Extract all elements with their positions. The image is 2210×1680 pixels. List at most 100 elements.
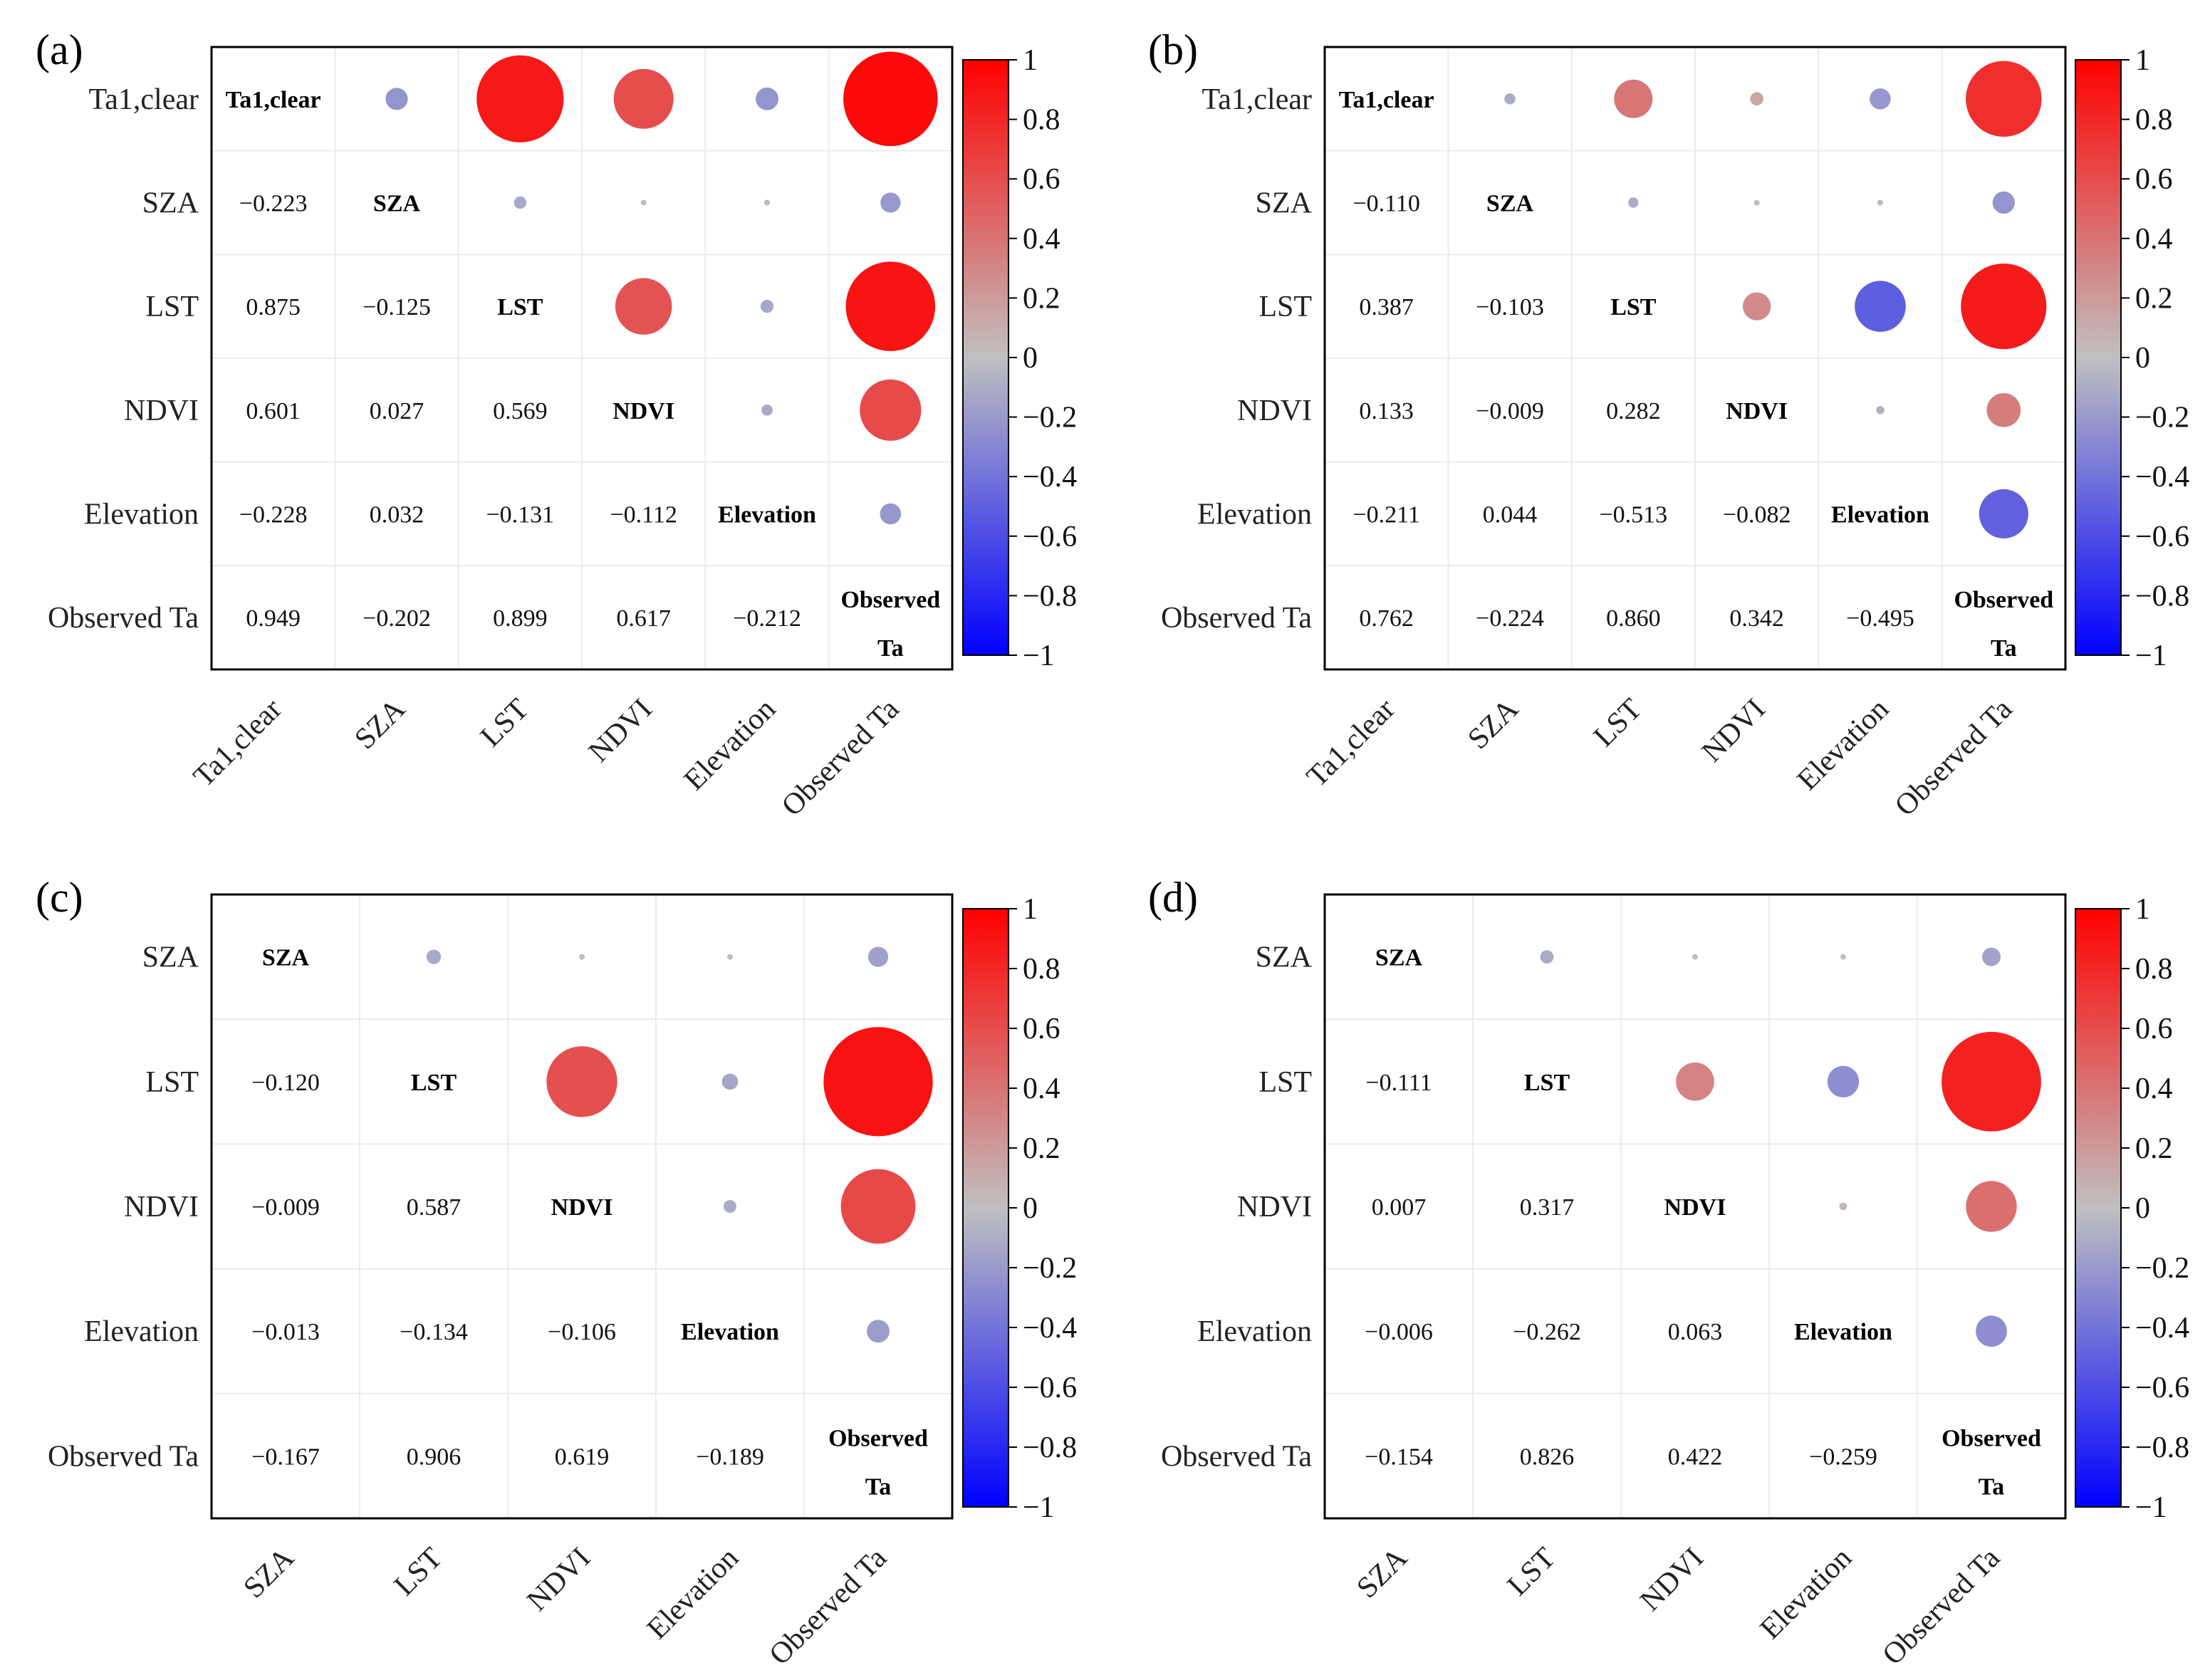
colorbar-tick-label: 1 — [2135, 893, 2150, 926]
correlation-circle — [1981, 947, 2001, 966]
column-label: Observed Ta — [763, 1541, 894, 1671]
row-label: NDVI — [1237, 395, 1312, 427]
correlation-circle — [1692, 954, 1698, 960]
correlation-circle — [867, 946, 889, 967]
correlation-value: −0.110 — [1352, 191, 1419, 217]
column-label: SZA — [1350, 1541, 1414, 1605]
colorbar-tick-label: 0.8 — [2135, 104, 2173, 137]
colorbar-tick-label: −0.8 — [1023, 580, 1077, 612]
correlation-value: 0.569 — [493, 398, 548, 424]
row-label: Observed Ta — [1161, 1440, 1312, 1473]
row-label: LST — [1258, 291, 1312, 323]
row-label: NDVI — [1237, 1191, 1312, 1224]
correlation-circle — [721, 1073, 739, 1090]
diagonal-label: NDVI — [1664, 1194, 1726, 1221]
colorbar-tick-label: −0.4 — [1023, 461, 1077, 494]
correlation-value: −0.006 — [1365, 1319, 1433, 1345]
correlation-circle — [514, 196, 527, 209]
row-label: Observed Ta — [48, 602, 199, 635]
correlation-circle — [1876, 406, 1885, 414]
diagonal-label: LST — [1524, 1070, 1570, 1096]
correlation-value: 0.949 — [246, 605, 301, 632]
correlation-value: −0.082 — [1723, 502, 1791, 528]
diagonal-label: SZA — [1486, 191, 1534, 217]
correlation-circle — [1966, 61, 2042, 137]
correlation-circle — [880, 192, 901, 213]
colorbar — [962, 908, 1009, 1508]
colorbar-tick-label: −0.8 — [2135, 580, 2189, 612]
diagonal-label: Ta — [877, 635, 904, 662]
diagonal-label: Ta — [865, 1473, 892, 1500]
colorbar — [2075, 908, 2122, 1508]
correlation-value: −0.223 — [239, 191, 308, 217]
correlation-circle — [1992, 191, 2015, 214]
colorbar-tick-label: 1 — [1023, 893, 1038, 926]
colorbar-tick-label: −0.2 — [1023, 402, 1077, 434]
correlation-value: 0.342 — [1729, 605, 1784, 632]
diagonal-label: Elevation — [1794, 1319, 1892, 1345]
colorbar-tick-label: −1 — [2135, 1491, 2167, 1524]
row-label: SZA — [1256, 941, 1313, 974]
colorbar-tick-label: 0.2 — [1023, 1132, 1060, 1165]
correlation-value: 0.422 — [1668, 1444, 1723, 1470]
correlation-value: 0.826 — [1520, 1444, 1575, 1470]
row-label: Elevation — [84, 1315, 199, 1348]
diagonal-label: SZA — [262, 945, 310, 971]
column-label: NDVI — [521, 1542, 597, 1618]
correlation-circle — [1877, 199, 1883, 206]
colorbar-tick-label: 0.2 — [1023, 282, 1060, 315]
colorbar-tick-label: 0.6 — [2135, 163, 2173, 196]
colorbar-tick-label: 0.6 — [1023, 163, 1060, 196]
correlation-value: −0.112 — [610, 502, 677, 528]
panel-label: (a) — [36, 26, 83, 73]
colorbar-tick-label: −0.2 — [2135, 402, 2189, 434]
correlation-value: 0.282 — [1606, 398, 1661, 424]
correlation-value: −0.228 — [239, 502, 308, 528]
correlation-value: 0.899 — [493, 605, 548, 632]
column-label: Ta1,clear — [1301, 693, 1402, 794]
colorbar — [962, 59, 1009, 656]
column-label: Observed Ta — [1877, 1541, 2007, 1671]
row-label: Ta1,clear — [89, 83, 199, 116]
column-label: NDVI — [583, 693, 659, 769]
diagonal-label: Observed — [1941, 1425, 2041, 1451]
correlation-circle — [1540, 950, 1554, 964]
colorbar-tick-label: −0.6 — [1023, 521, 1077, 553]
correlation-value: 0.619 — [555, 1444, 610, 1470]
correlation-circle — [640, 199, 647, 206]
correlation-circle — [1941, 1031, 2041, 1132]
correlation-circle — [1870, 88, 1891, 110]
row-label: Observed Ta — [48, 1440, 199, 1473]
colorbar-tick-label: −0.4 — [2135, 1312, 2189, 1345]
correlation-circle — [880, 503, 902, 525]
row-label: NDVI — [124, 1191, 199, 1224]
row-label: LST — [145, 1066, 199, 1099]
colorbar-tick-label: 0 — [2135, 342, 2150, 375]
correlation-value: −0.131 — [486, 502, 554, 528]
colorbar-tick-label: 0 — [1023, 1192, 1038, 1225]
colorbar-tick-label: 1 — [2135, 44, 2150, 77]
column-label: Elevation — [678, 693, 782, 797]
panel-label: (c) — [36, 874, 83, 921]
correlation-value: −0.262 — [1513, 1319, 1581, 1345]
correlation-value: −0.134 — [400, 1319, 468, 1345]
correlation-value: −0.202 — [363, 605, 431, 632]
correlation-circle — [724, 1200, 736, 1213]
correlation-circle — [1966, 1181, 2017, 1232]
plot-frame — [210, 893, 954, 1520]
colorbar-tick-label: −1 — [2135, 640, 2167, 672]
row-label: Elevation — [1197, 1315, 1312, 1348]
correlation-circle — [1840, 954, 1846, 960]
correlation-circle — [761, 405, 773, 416]
panel-label: (d) — [1148, 874, 1198, 921]
colorbar-tick-label: 0 — [1023, 342, 1038, 375]
correlation-value: −0.125 — [363, 294, 431, 320]
colorbar-tick-label: 0.2 — [2135, 1132, 2173, 1165]
correlation-value: −0.224 — [1476, 605, 1544, 632]
plot-frame — [1323, 893, 2067, 1520]
diagonal-label: LST — [1610, 294, 1657, 320]
column-label: Elevation — [1754, 1542, 1858, 1646]
correlation-circle — [579, 954, 585, 960]
